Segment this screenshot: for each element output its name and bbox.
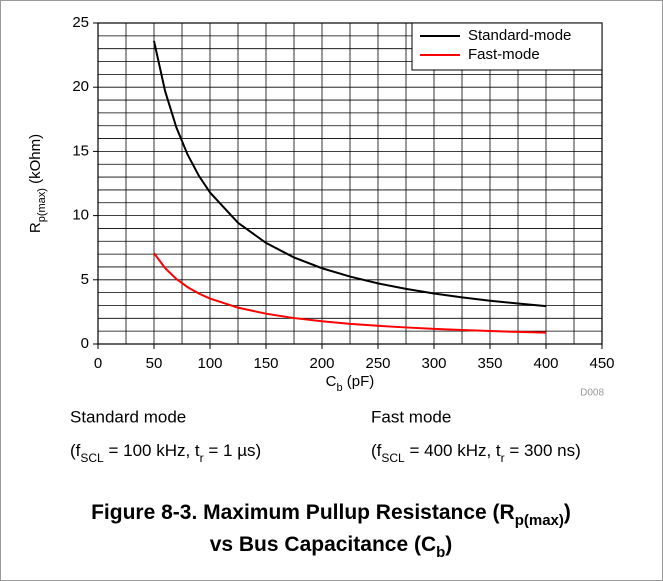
x-axis-label: Cb (pF) — [326, 373, 375, 394]
caption-line-part: vs Bus Capacitance (C — [210, 533, 436, 556]
caption-line-part: Figure 8-3. Maximum Pullup Resistance (R — [91, 501, 515, 524]
x-axis-label-part: (pF) — [343, 373, 375, 390]
y-tick-label: 25 — [72, 14, 89, 31]
note-condition: (fSCL = 100 kHz, tr = 1 µs) — [70, 441, 261, 465]
x-tick-label: 350 — [477, 355, 502, 372]
note-condition-part: r — [501, 451, 505, 465]
caption-line-part: ) — [445, 533, 452, 556]
x-tick-label: 0 — [94, 355, 102, 372]
caption-line-part: ) — [564, 501, 571, 524]
legend-label: Fast-mode — [468, 46, 540, 63]
note-condition-part: r — [200, 451, 204, 465]
x-tick-label: 100 — [197, 355, 222, 372]
y-axis-label: Rp(max) (kOhm) — [27, 134, 48, 233]
x-axis-label-part: C — [326, 373, 337, 390]
caption-line-part: p(max) — [515, 512, 564, 529]
x-tick-label: 150 — [253, 355, 278, 372]
figure-id: D008 — [580, 388, 604, 399]
x-tick-label: 200 — [309, 355, 334, 372]
note-condition: (fSCL = 400 kHz, tr = 300 ns) — [371, 441, 581, 465]
note-condition-part: = 400 kHz, t — [405, 441, 501, 460]
note-condition-part: (f — [371, 441, 382, 460]
note-condition-part: (f — [70, 441, 81, 460]
note-condition-part: SCL — [80, 451, 104, 465]
y-tick-label: 15 — [72, 142, 89, 159]
legend-box — [411, 22, 603, 71]
note-condition-part: = 100 kHz, t — [104, 441, 200, 460]
y-axis-label-part: R — [27, 222, 44, 233]
legend-label: Standard-mode — [468, 27, 571, 44]
x-tick-label: 400 — [533, 355, 558, 372]
series-line — [153, 252, 547, 334]
caption-line: vs Bus Capacitance (Cb) — [210, 533, 453, 562]
x-tick-label: 300 — [421, 355, 446, 372]
note-condition-part: = 300 ns) — [505, 441, 581, 460]
y-tick-label: 20 — [72, 78, 89, 95]
note-heading: Standard mode — [70, 407, 186, 426]
y-axis-label-part: (kOhm) — [27, 134, 44, 188]
y-tick-label: 10 — [72, 207, 89, 224]
note-condition-part: SCL — [381, 451, 405, 465]
note-condition-part: = 1 µs) — [204, 441, 262, 460]
x-tick-label: 450 — [589, 355, 614, 372]
note-heading: Fast mode — [371, 407, 451, 426]
y-tick-label: 0 — [81, 335, 89, 352]
y-tick-label: 5 — [81, 271, 89, 288]
plot-border — [97, 22, 603, 345]
caption-line-part: b — [436, 544, 445, 561]
x-tick-label: 250 — [365, 355, 390, 372]
y-axis-label-part: p(max) — [36, 188, 48, 222]
x-axis-label-part: b — [337, 382, 343, 394]
caption-line: Figure 8-3. Maximum Pullup Resistance (R… — [91, 501, 571, 530]
series-line — [153, 40, 547, 308]
x-tick-label: 50 — [146, 355, 163, 372]
